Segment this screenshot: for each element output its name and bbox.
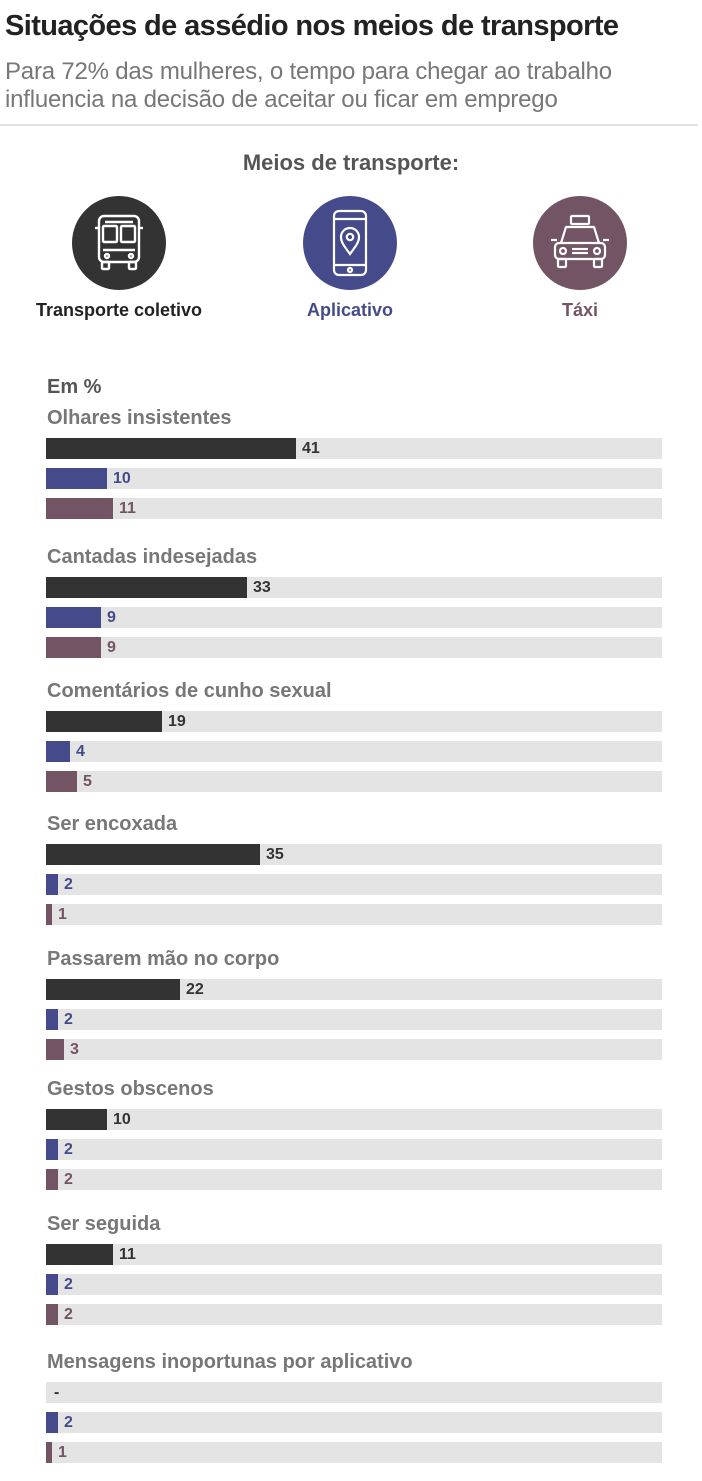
bar bbox=[46, 438, 296, 459]
bar-track: 5 bbox=[46, 771, 662, 792]
data-label: 2 bbox=[64, 876, 73, 893]
data-label: 10 bbox=[113, 470, 131, 487]
legend-circle-aplicativo bbox=[303, 196, 397, 290]
bar bbox=[46, 711, 162, 732]
bar bbox=[46, 637, 101, 658]
bar bbox=[46, 1442, 52, 1463]
data-label: 2 bbox=[64, 1171, 73, 1188]
bar bbox=[46, 468, 107, 489]
taxi-icon bbox=[551, 214, 609, 269]
bar-track: 1 bbox=[46, 904, 662, 925]
chart-title: Situações de assédio nos meios de transp… bbox=[5, 10, 619, 42]
bar bbox=[46, 874, 58, 895]
bar-track: 10 bbox=[46, 468, 662, 489]
legend-label-transporte-coletivo: Transporte coletivo bbox=[35, 300, 203, 320]
legend-circle-transporte-coletivo bbox=[72, 196, 166, 290]
bar bbox=[46, 741, 70, 762]
data-label: 2 bbox=[64, 1011, 73, 1028]
data-label: 1 bbox=[58, 1444, 67, 1461]
smartphone-location-icon bbox=[332, 209, 368, 277]
legend-label-taxi: Táxi bbox=[561, 300, 599, 320]
data-label: 5 bbox=[83, 773, 92, 790]
bar-track: 41 bbox=[46, 438, 662, 459]
bar-track: 2 bbox=[46, 1304, 662, 1325]
legend-label-aplicativo: Aplicativo bbox=[306, 300, 394, 320]
bar bbox=[46, 771, 77, 792]
data-label: 19 bbox=[168, 713, 186, 730]
category-label: Ser encoxada bbox=[47, 813, 178, 835]
legend-item-transporte-coletivo: Transporte coletivo bbox=[29, 196, 209, 320]
data-label: 35 bbox=[266, 846, 284, 863]
bar bbox=[46, 844, 260, 865]
category-label: Comentários de cunho sexual bbox=[47, 680, 332, 702]
legend-circle-taxi bbox=[533, 196, 627, 290]
data-label: 2 bbox=[64, 1306, 73, 1323]
header-divider bbox=[0, 124, 698, 126]
bar-track: 2 bbox=[46, 1139, 662, 1160]
bar bbox=[46, 1039, 64, 1060]
bar-track: 22 bbox=[46, 979, 662, 1000]
data-label: 1 bbox=[58, 906, 67, 923]
bar bbox=[46, 1009, 58, 1030]
bar-track: 2 bbox=[46, 1412, 662, 1433]
bar-track: 2 bbox=[46, 1009, 662, 1030]
bar-track: 4 bbox=[46, 741, 662, 762]
bar-track: 2 bbox=[46, 1274, 662, 1295]
bar bbox=[46, 1274, 58, 1295]
bar-track: 11 bbox=[46, 1244, 662, 1265]
category-label: Mensagens inoportunas por aplicativo bbox=[47, 1351, 413, 1373]
bar-track: 10 bbox=[46, 1109, 662, 1130]
legend-title: Meios de transporte: bbox=[242, 150, 460, 175]
unit-label: Em % bbox=[47, 376, 102, 398]
bar bbox=[46, 1304, 58, 1325]
bar bbox=[46, 1139, 58, 1160]
legend-item-taxi: Táxi bbox=[490, 196, 670, 320]
data-label: 10 bbox=[113, 1111, 131, 1128]
bar-track: 2 bbox=[46, 1169, 662, 1190]
bar bbox=[46, 1169, 58, 1190]
bar bbox=[46, 1244, 113, 1265]
category-label: Gestos obscenos bbox=[47, 1078, 214, 1100]
bar-track: 19 bbox=[46, 711, 662, 732]
data-label: 11 bbox=[119, 1246, 136, 1263]
chart-subtitle: Para 72% das mulheres, o tempo para cheg… bbox=[5, 58, 612, 113]
bar-track: 33 bbox=[46, 577, 662, 598]
bar bbox=[46, 607, 101, 628]
bar-track: 2 bbox=[46, 874, 662, 895]
bar bbox=[46, 577, 247, 598]
bar-track: 3 bbox=[46, 1039, 662, 1060]
data-label: 3 bbox=[70, 1041, 79, 1058]
category-label: Olhares insistentes bbox=[47, 407, 232, 429]
data-label: 22 bbox=[186, 981, 204, 998]
bar-track: 35 bbox=[46, 844, 662, 865]
bar bbox=[46, 979, 180, 1000]
data-label: 9 bbox=[107, 609, 116, 626]
legend-item-aplicativo: Aplicativo bbox=[260, 196, 440, 320]
bar-track: 1 bbox=[46, 1442, 662, 1463]
bar-track: - bbox=[46, 1382, 662, 1403]
bar bbox=[46, 1412, 58, 1433]
bar-track: 11 bbox=[46, 498, 662, 519]
data-label: 33 bbox=[253, 579, 271, 596]
data-label: 9 bbox=[107, 639, 116, 656]
category-label: Cantadas indesejadas bbox=[47, 546, 258, 568]
bar-track: 9 bbox=[46, 637, 662, 658]
data-label: 2 bbox=[64, 1141, 73, 1158]
data-label: 2 bbox=[64, 1414, 73, 1431]
data-label: 4 bbox=[76, 743, 85, 760]
data-label: 2 bbox=[64, 1276, 73, 1293]
bar bbox=[46, 498, 113, 519]
bar-track: 9 bbox=[46, 607, 662, 628]
data-label: 41 bbox=[302, 440, 320, 457]
bus-icon bbox=[95, 214, 143, 271]
data-label: - bbox=[54, 1384, 60, 1401]
bar bbox=[46, 904, 52, 925]
category-label: Ser seguida bbox=[47, 1213, 161, 1235]
bar bbox=[46, 1109, 107, 1130]
data-label: 11 bbox=[119, 500, 136, 517]
category-label: Passarem mão no corpo bbox=[47, 948, 280, 970]
